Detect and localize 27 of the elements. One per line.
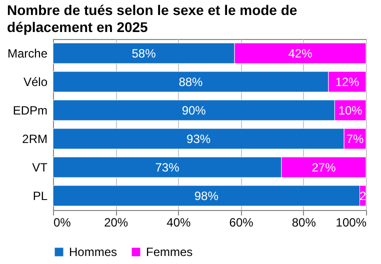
data-label: 12% xyxy=(335,74,360,89)
data-label: 93% xyxy=(186,132,211,146)
chart-title: Nombre de tués selon le sexe et le mode de déplacement en 2025 xyxy=(6,2,298,35)
data-label: 2 xyxy=(360,188,367,203)
data-label: 98% xyxy=(194,188,219,203)
data-label: 58% xyxy=(132,46,156,60)
x-tick-label: 40% xyxy=(166,216,192,230)
x-tick-label: 80% xyxy=(292,216,316,230)
y-tick-label: VT xyxy=(32,160,48,174)
data-label: 73% xyxy=(155,160,180,174)
legend-label: Hommes xyxy=(69,245,118,259)
data-label: 42% xyxy=(288,46,313,60)
data-label: 27% xyxy=(312,160,336,174)
x-tick-label: 20% xyxy=(104,216,128,230)
x-tick-label: 60% xyxy=(229,216,254,230)
x-tick-label: 0% xyxy=(54,216,72,230)
y-tick-label: Marche xyxy=(7,46,48,60)
y-tick-label: PL xyxy=(32,188,48,203)
data-label: 10% xyxy=(338,103,363,118)
data-label: 90% xyxy=(182,103,206,118)
data-label: 7% xyxy=(346,132,364,146)
y-tick-label: EDPm xyxy=(12,103,48,118)
y-tick-label: 2RM xyxy=(22,132,48,146)
y-tick-label: Vélo xyxy=(23,74,48,89)
data-label: 88% xyxy=(178,74,204,89)
x-tick-label: 100% xyxy=(336,216,367,230)
legend-label: Femmes xyxy=(146,245,193,259)
